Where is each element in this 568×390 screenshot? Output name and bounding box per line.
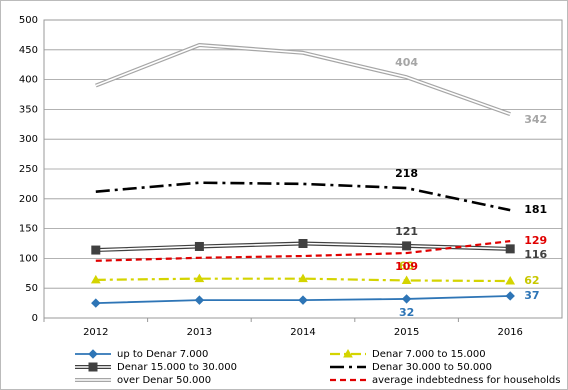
y-tick-label: 0	[32, 313, 38, 324]
marker	[88, 349, 98, 359]
legend-label: Denar 15.000 to 30.000	[117, 362, 237, 373]
marker	[88, 362, 98, 372]
x-tick-label: 2014	[290, 327, 315, 338]
data-label: 181	[524, 203, 547, 216]
marker	[505, 244, 515, 254]
x-tick-label: 2013	[187, 327, 212, 338]
y-tick-label: 500	[19, 15, 38, 26]
data-label: 37	[524, 289, 539, 302]
y-tick-label: 250	[19, 164, 38, 175]
legend-label: up to Denar 7.000	[117, 349, 208, 360]
series-line-inner	[95, 44, 511, 115]
data-label: 342	[524, 113, 547, 126]
marker	[298, 239, 308, 248]
series-line	[95, 277, 511, 283]
legend-label: Denar 30.000 to 50.000	[372, 362, 492, 373]
data-label: 218	[395, 167, 418, 180]
marker	[505, 291, 515, 301]
marker	[402, 241, 412, 251]
x-tick-label: 2012	[83, 327, 108, 338]
y-tick-label: 300	[19, 134, 38, 145]
data-label: 116	[524, 248, 547, 261]
marker	[401, 275, 412, 284]
marker	[298, 273, 308, 283]
data-label: 129	[524, 234, 547, 247]
marker	[505, 276, 516, 285]
y-tick-label: 400	[19, 75, 38, 86]
data-label: 404	[395, 56, 418, 69]
series-line	[95, 181, 511, 212]
marker	[194, 241, 204, 251]
x-tick-label: 2015	[394, 327, 419, 338]
y-tick-label: 100	[19, 253, 38, 264]
data-label: 32	[399, 306, 414, 319]
marker	[298, 295, 308, 305]
y-tick-label: 450	[19, 45, 38, 56]
marker	[90, 274, 101, 284]
marker	[343, 348, 353, 358]
y-tick-label: 350	[19, 104, 38, 115]
marker	[91, 245, 101, 255]
x-tick-label: 2016	[497, 327, 522, 338]
legend-label: average indebtedness for households	[372, 375, 560, 386]
series-line	[95, 240, 511, 262]
marker	[401, 294, 412, 304]
data-label: 121	[395, 225, 418, 238]
y-tick-label: 150	[19, 224, 38, 235]
data-label: 62	[524, 274, 539, 287]
y-tick-label: 200	[19, 194, 38, 205]
data-label: 109	[395, 260, 418, 273]
y-tick-label: 50	[25, 283, 38, 294]
marker	[194, 273, 205, 283]
marker	[91, 298, 101, 308]
marker	[194, 295, 205, 305]
legend-label: Denar 7.000 to 15.000	[372, 349, 486, 360]
legend-label: over Denar 50.000	[117, 375, 211, 386]
data-label: 63	[399, 259, 414, 272]
